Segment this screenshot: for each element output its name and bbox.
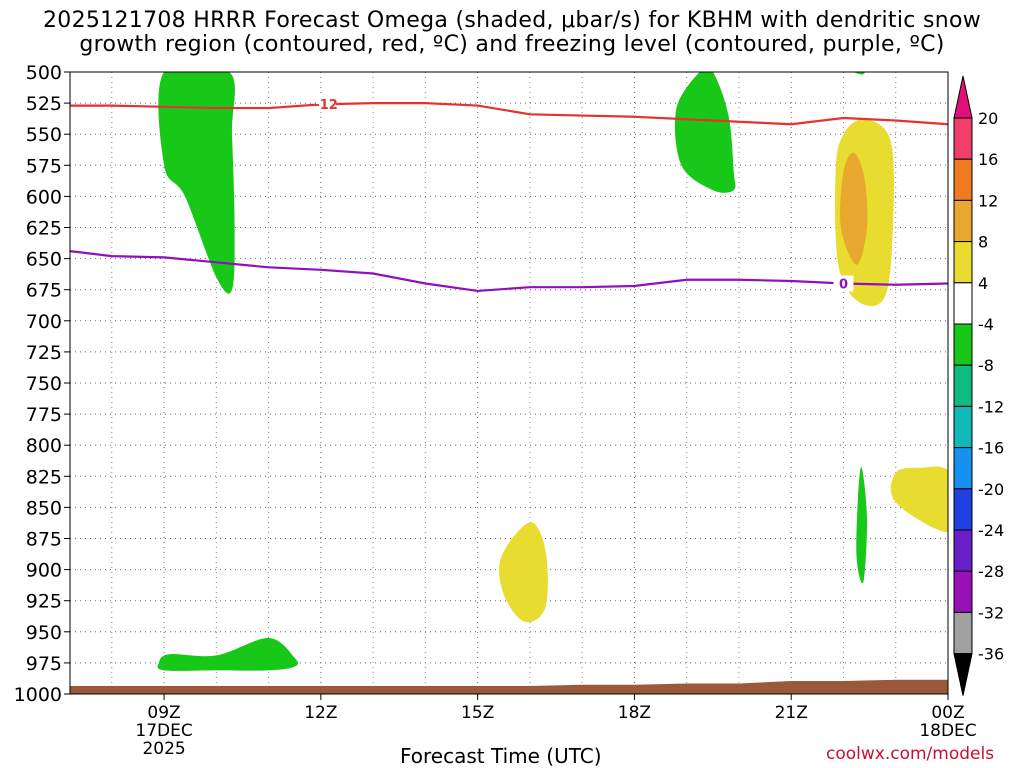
y-tick-label-750: 750 xyxy=(26,373,62,395)
colorbar-swatch-5 xyxy=(953,323,973,366)
colorbar-label-8: 8 xyxy=(978,233,988,252)
freezing-level-line xyxy=(70,250,948,293)
colorbar-swatch-0 xyxy=(953,117,973,160)
omega-region-7 xyxy=(890,466,948,533)
x-tick-label-2025: 2025 xyxy=(142,739,185,759)
terrain-fill xyxy=(70,679,948,694)
y-tick-label-525: 525 xyxy=(26,93,62,115)
terrain-polygon xyxy=(70,679,948,694)
y-tick-label-550: 550 xyxy=(26,124,62,146)
omega-region-0 xyxy=(158,72,235,294)
colorbar-bottom-arrow xyxy=(953,653,973,696)
omega-region-2 xyxy=(674,72,736,193)
colorbar-label--36: -36 xyxy=(978,645,1004,664)
y-tick-label-875: 875 xyxy=(26,529,62,551)
omega-region-3 xyxy=(853,72,865,75)
colorbar-label--24: -24 xyxy=(978,521,1004,540)
omega-region-8 xyxy=(499,522,548,623)
dgz-contour-line xyxy=(70,102,948,126)
y-tick-label-700: 700 xyxy=(26,311,62,333)
x-tick-label-00Z: 00Z xyxy=(931,703,964,723)
colorbar-swatch-6 xyxy=(953,364,973,407)
y-tick-label-775: 775 xyxy=(26,404,62,426)
omega-shading xyxy=(157,72,948,671)
colorbar-label--32: -32 xyxy=(978,603,1004,622)
x-tick-label-21Z: 21Z xyxy=(775,703,808,723)
pressure-axis: 500 525 550 575 600 625 650 675 700 725 750 775 800 8… xyxy=(14,62,70,706)
y-tick-label-1000: 1000 xyxy=(14,684,62,706)
x-tick-label-17DEC: 17DEC xyxy=(135,721,192,741)
y-tick-label-500: 500 xyxy=(26,62,62,84)
chart-title-line-1: 2025121708 HRRR Forecast Omega (shaded, … xyxy=(42,8,982,33)
colorbar-swatch-4 xyxy=(953,282,973,325)
colorbar-swatch-7 xyxy=(953,405,973,449)
colorbar-swatch-8 xyxy=(953,447,973,490)
colorbar-swatch-12 xyxy=(953,611,973,655)
contour-lines: -12 0 xyxy=(70,96,948,293)
y-tick-label-600: 600 xyxy=(26,186,62,208)
y-tick-label-650: 650 xyxy=(26,249,62,271)
colorbar-label--12: -12 xyxy=(978,397,1004,416)
y-tick-label-950: 950 xyxy=(26,622,62,644)
x-tick-label-09Z: 09Z xyxy=(147,703,180,723)
freezing-level-line-label: 0 xyxy=(839,277,848,292)
x-tick-label-15Z: 15Z xyxy=(461,703,494,723)
colorbar-label-20: 20 xyxy=(978,109,998,128)
y-tick-label-625: 625 xyxy=(26,218,62,240)
colorbar-top-arrow xyxy=(953,75,973,119)
colorbar-label--28: -28 xyxy=(978,562,1004,581)
colorbar-swatch-1 xyxy=(953,158,973,201)
colorbar-label--4: -4 xyxy=(978,315,994,334)
y-tick-label-850: 850 xyxy=(26,497,62,519)
y-tick-label-900: 900 xyxy=(26,560,62,582)
colorbar-label--16: -16 xyxy=(978,439,1004,458)
omega-colorbar: 20 16 12 8 4 -4 -8 -12 -16 -20 -24 -28 -32 -36 xyxy=(953,75,1004,696)
grid-lines xyxy=(70,71,949,695)
colorbar-swatch-2 xyxy=(953,199,973,243)
colorbar-label--20: -20 xyxy=(978,480,1004,499)
dgz-contour-line-label: -12 xyxy=(314,98,338,113)
y-tick-label-675: 675 xyxy=(26,280,62,302)
freezing-level-line-label-bg xyxy=(833,275,854,292)
colorbar-label-16: 16 xyxy=(978,150,998,169)
colorbar-swatch-10 xyxy=(953,529,973,572)
x-tick-label-18Z: 18Z xyxy=(618,703,651,723)
colorbar-swatch-11 xyxy=(953,570,973,613)
x-axis-title: Forecast Time (UTC) xyxy=(400,744,602,768)
colorbar-swatch-3 xyxy=(953,241,973,284)
y-tick-label-825: 825 xyxy=(26,466,62,488)
dgz-contour-line-label-bg xyxy=(316,96,337,113)
colorbar-label-12: 12 xyxy=(978,191,998,210)
colorbar-label-4: 4 xyxy=(978,274,988,293)
x-tick-label-12Z: 12Z xyxy=(304,703,337,723)
colorbar-swatch-9 xyxy=(953,488,973,531)
y-tick-label-575: 575 xyxy=(26,155,62,177)
omega-region-1 xyxy=(157,638,298,671)
x-tick-label-18DEC: 18DEC xyxy=(919,721,976,741)
y-tick-label-975: 975 xyxy=(26,653,62,675)
y-tick-label-925: 925 xyxy=(26,591,62,613)
site-credit[interactable]: coolwx.com/models xyxy=(826,744,995,764)
chart-title-line-2: growth region (contoured, red, ºC) and f… xyxy=(79,32,945,57)
omega-region-4 xyxy=(856,466,868,584)
y-tick-label-725: 725 xyxy=(26,342,62,364)
colorbar-label--8: -8 xyxy=(978,356,994,375)
y-tick-label-800: 800 xyxy=(26,435,62,457)
omega-region-9 xyxy=(840,152,868,265)
